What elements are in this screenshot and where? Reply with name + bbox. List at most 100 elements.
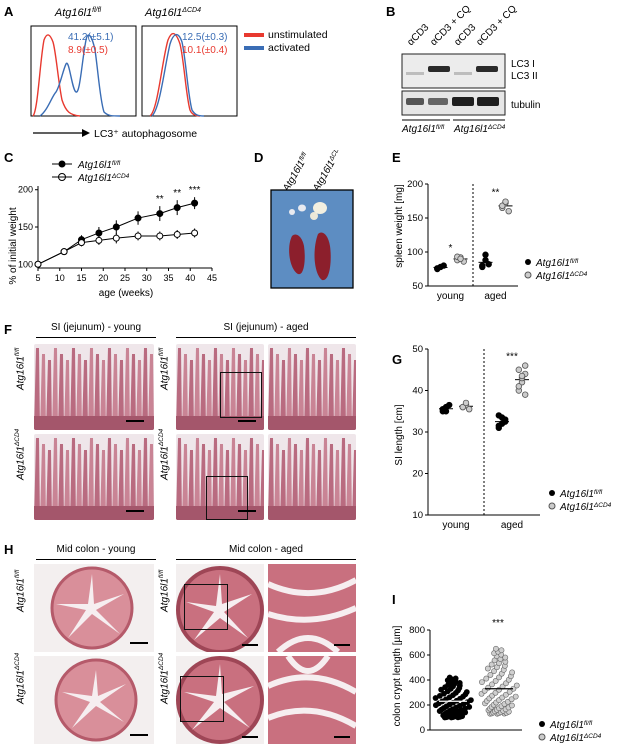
- histology-colon-young-ko: [34, 656, 154, 744]
- legend-g-ctrl: Atg16l1fl/fl: [559, 489, 603, 500]
- f-scalebar-3: [238, 420, 256, 422]
- chart-g-point: [465, 405, 473, 413]
- chart-e-point: [434, 265, 441, 272]
- chart-g-point: [521, 362, 529, 369]
- chart-c-point: [95, 236, 103, 244]
- f-zoom-box-ko: [206, 476, 248, 520]
- f-young-title: SI (jejunum) - young: [50, 322, 142, 333]
- chart-e-ylabel: spleen weight [mg]: [394, 184, 405, 268]
- panel-label-a: A: [4, 4, 14, 19]
- legend-g-ko: Atg16l1ΔCD4: [559, 502, 612, 513]
- chart-c-point: [156, 232, 164, 240]
- chart-g-y-tick-label: 40: [412, 386, 423, 397]
- chart-g-significance: ***: [506, 352, 518, 363]
- chart-c-x-tick-label: 20: [98, 273, 108, 283]
- chart-i-point: [513, 682, 520, 689]
- chart-g-y-tick-label: 50: [412, 345, 423, 355]
- f-scalebar-1: [126, 420, 144, 422]
- legend-i-ko: Atg16l1ΔCD4: [549, 733, 602, 744]
- chart-c-point: [173, 230, 181, 238]
- band-tubulin-1: [406, 98, 424, 105]
- chart-i-y-tick-label: 0: [420, 725, 425, 736]
- chart-i-point: [508, 696, 515, 703]
- chart-e-point: [485, 261, 492, 268]
- panel-label-b: B: [386, 4, 396, 19]
- chart-i-point: [512, 693, 519, 700]
- group-label-ctrl: Atg16l1fl/fl: [401, 124, 445, 135]
- chart-i-point: [502, 691, 509, 698]
- legend-e-ctrl: Atg16l1fl/fl: [535, 258, 579, 269]
- band-tubulin-4: [477, 97, 499, 106]
- f-scalebar-2: [126, 510, 144, 512]
- value-ko-unstimulated: 10.1(±0.4): [182, 45, 228, 56]
- legend-g-marker-ko: [548, 502, 556, 510]
- chart-g-point: [462, 399, 470, 407]
- chart-e-y-tick-label: 200: [407, 179, 423, 190]
- chart-c-point: [60, 248, 68, 256]
- panel-label-d: D: [254, 150, 264, 165]
- histogram-ctrl-activated: [39, 34, 121, 117]
- histology-si-aged-ctrl: [176, 344, 264, 430]
- chart-c-point: [112, 234, 120, 242]
- chart-i-point: [489, 681, 495, 688]
- legend-i-ctrl: Atg16l1fl/fl: [549, 720, 593, 731]
- panel-label-e: E: [392, 150, 401, 165]
- spleen-young-ctrl-1: [289, 209, 295, 215]
- spleen-young-ko-2: [313, 202, 327, 214]
- histology-colon-aged-ctrl: [176, 564, 264, 652]
- group-label-ko: Atg16l1ΔCD4: [453, 124, 506, 135]
- legend-i-marker-ko: [538, 733, 546, 741]
- spleen-aged-ko: [314, 232, 331, 281]
- chart-g-category-label: young: [442, 520, 469, 530]
- chart-c-point: [134, 232, 142, 240]
- chart-i-y-tick-label: 200: [409, 700, 425, 711]
- chart-e-significance: **: [492, 188, 500, 199]
- legend-unstimulated: unstimulated: [268, 29, 328, 41]
- chart-g-si-length: 10 20 30 40 50 young aged *** SI length [cm] At…: [394, 345, 612, 530]
- photo-label-ko: Atg16l1ΔCD4: [311, 150, 347, 194]
- h-young-title: Mid colon - young: [56, 544, 136, 555]
- value-ctrl-unstimulated: 8.9(±0.5): [68, 45, 108, 56]
- chart-e-point: [502, 198, 509, 205]
- histology-colon-aged-ctrl-zoom: [268, 564, 356, 652]
- chart-c-point: [191, 229, 199, 237]
- value-ko-activated: 12.5(±0.3): [182, 32, 228, 43]
- histology-si-young-ko: [34, 434, 154, 520]
- chart-i-point: [446, 674, 453, 681]
- chart-c-point: [112, 223, 120, 231]
- chart-g-ylabel: SI length [cm]: [394, 404, 405, 465]
- lane-label-1: αCD3: [405, 22, 431, 48]
- band-lc3-lane4: [476, 66, 498, 72]
- chart-e-point: [440, 262, 447, 269]
- chart-i-point: [491, 668, 497, 675]
- spleen-young-ko-1: [310, 212, 318, 220]
- chart-i-point: [488, 661, 495, 668]
- legend-e-marker-ko: [524, 271, 532, 279]
- chart-g-point: [515, 366, 522, 373]
- histology-si-young-ctrl: [34, 344, 154, 430]
- h-row-label-ctrl-aged: Atg16l1fl/fl: [158, 569, 171, 612]
- chart-g-point: [498, 414, 506, 421]
- chart-c-point: [34, 260, 42, 268]
- histology-si-aged-ctrl-zoom: [268, 344, 356, 430]
- histology-colon-young-ctrl: [34, 564, 154, 652]
- chart-i-point: [452, 675, 459, 682]
- chart-g-point: [518, 372, 526, 380]
- band-lc3-lane3: [454, 72, 472, 75]
- h-row-label-ko-aged: Atg16l1ΔCD4: [158, 652, 171, 704]
- h-row-label-ctrl: Atg16l1fl/fl: [14, 569, 27, 612]
- chart-i-point: [484, 665, 491, 672]
- legend-swatch-unstimulated: [244, 33, 264, 37]
- chart-g-point: [521, 391, 529, 398]
- panel-label-f: F: [4, 322, 12, 337]
- chart-c-x-tick-label: 10: [55, 273, 65, 283]
- band-lc3-lane1: [406, 72, 424, 75]
- chart-g-point: [445, 401, 453, 409]
- panel-label-c: C: [4, 150, 14, 165]
- panel-a-arrowhead: [82, 129, 90, 137]
- histology-si-aged-ko-zoom: [268, 434, 356, 520]
- chart-c-x-tick-label: 45: [207, 273, 217, 283]
- histology-si-aged-ko: [176, 434, 264, 520]
- f-row-label-ctrl: Atg16l1fl/fl: [14, 347, 27, 390]
- value-ctrl-activated: 41.2(±5.1): [68, 32, 114, 43]
